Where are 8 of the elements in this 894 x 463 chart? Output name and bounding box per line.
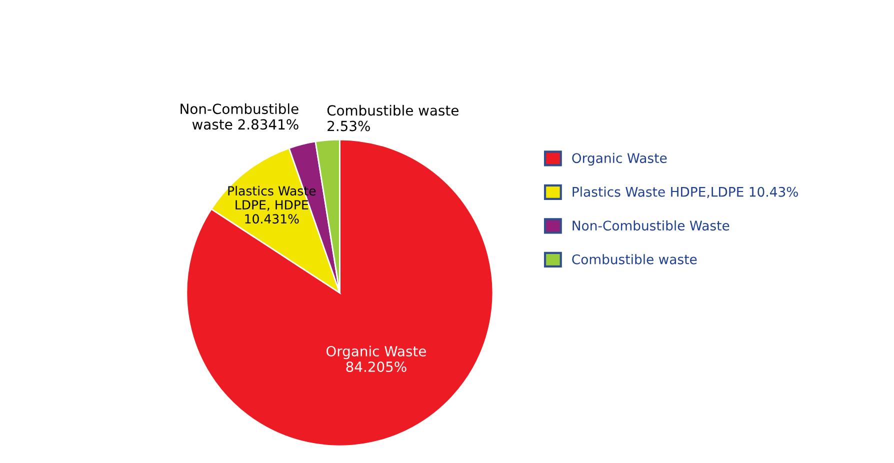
legend-label: Non-Combustible Waste (572, 220, 730, 231)
data-label: Combustible waste 2.53% (327, 104, 458, 132)
legend-label: Organic Waste (572, 152, 667, 166)
legend-label: Combustible waste (572, 254, 697, 264)
pie-slice (186, 138, 494, 447)
legend-label: Plastics Waste HDPE,LDPE 10.43% (572, 186, 798, 198)
data-label: Organic Waste 84.205% (326, 346, 426, 372)
data-label: Non-Combustible waste 2.8341% (180, 103, 298, 130)
